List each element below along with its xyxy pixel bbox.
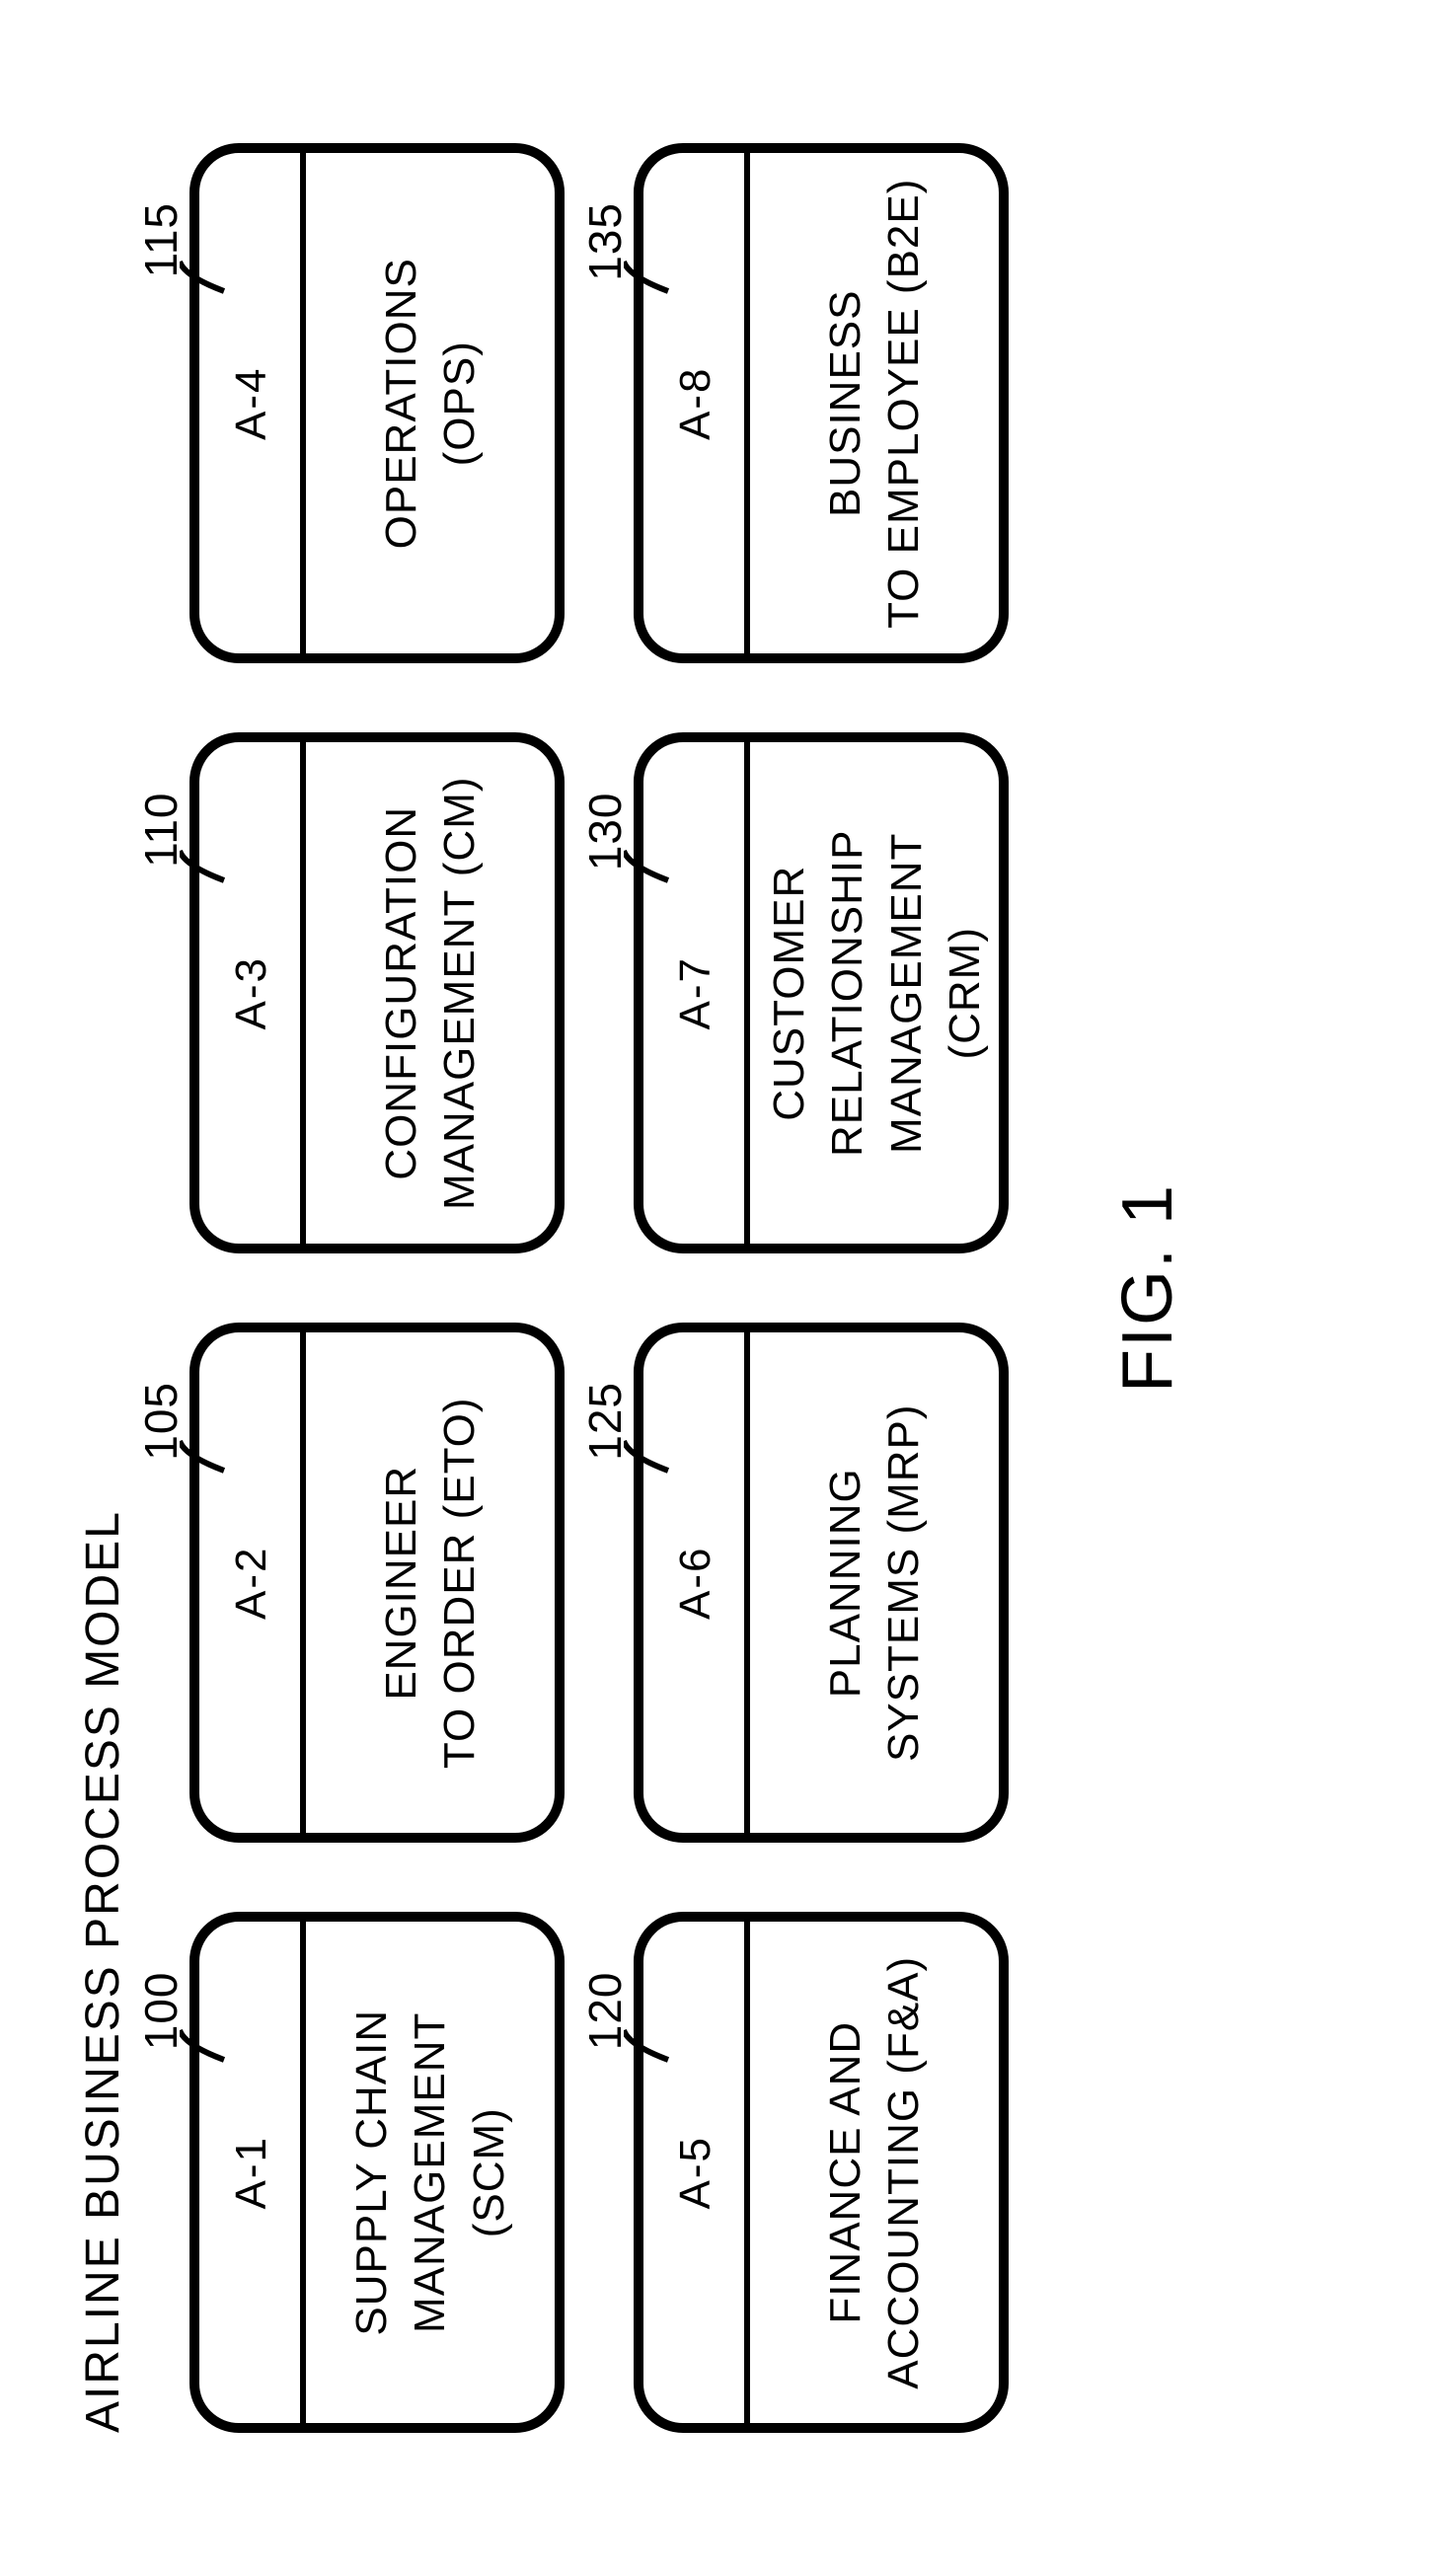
process-box: A-4 OPERATIONS (OPS) [189, 143, 565, 664]
box-code: A-5 [643, 1923, 750, 2424]
process-box: A-1 SUPPLY CHAIN MANAGEMENT (SCM) [189, 1913, 565, 2434]
cell-a1: 100 A-1 SUPPLY CHAIN MANAGEMENT (SCM) [189, 1913, 565, 2434]
page: AIRLINE BUSINESS PROCESS MODEL 100 A-1 S… [76, 104, 1359, 2472]
diagram-title: AIRLINE BUSINESS PROCESS MODEL [76, 104, 130, 2472]
lead-line-icon [180, 842, 229, 901]
box-code: A-6 [643, 1332, 750, 1834]
box-label: ENGINEER TO ORDER (ETO) [306, 1332, 555, 1834]
box-code: A-1 [199, 1923, 306, 2424]
box-code: A-4 [199, 153, 306, 654]
box-code: A-2 [199, 1332, 306, 1834]
cell-a8: 135 A-8 BUSINESS TO EMPLOYEE (B2E) [634, 143, 1009, 664]
box-label: CUSTOMER RELATIONSHIP MANAGEMENT (CRM) [750, 743, 1005, 1245]
lead-line-icon [624, 252, 673, 311]
cell-a6: 125 A-6 PLANNING SYSTEMS (MRP) [634, 1323, 1009, 1844]
figure-label: FIG. 1 [1107, 104, 1188, 2472]
box-grid: 100 A-1 SUPPLY CHAIN MANAGEMENT (SCM) 10… [189, 104, 1009, 2472]
lead-line-icon [624, 842, 673, 901]
box-label: FINANCE AND ACCOUNTING (F&A) [750, 1923, 999, 2424]
lead-line-icon [624, 2021, 673, 2081]
process-box: A-5 FINANCE AND ACCOUNTING (F&A) [634, 1913, 1009, 2434]
cell-a3: 110 A-3 CONFIGURATION MANAGEMENT (CM) [189, 733, 565, 1254]
cell-a4: 115 A-4 OPERATIONS (OPS) [189, 143, 565, 664]
box-code: A-7 [643, 743, 750, 1245]
cell-a5: 120 A-5 FINANCE AND ACCOUNTING (F&A) [634, 1913, 1009, 2434]
process-box: A-7 CUSTOMER RELATIONSHIP MANAGEMENT (CR… [634, 733, 1009, 1254]
box-label: SUPPLY CHAIN MANAGEMENT (SCM) [306, 1923, 555, 2424]
lead-line-icon [624, 1431, 673, 1490]
box-label: CONFIGURATION MANAGEMENT (CM) [306, 743, 555, 1245]
box-label: BUSINESS TO EMPLOYEE (B2E) [750, 153, 999, 654]
lead-line-icon [180, 1431, 229, 1490]
box-code: A-8 [643, 153, 750, 654]
box-label: OPERATIONS (OPS) [306, 153, 555, 654]
process-box: A-2 ENGINEER TO ORDER (ETO) [189, 1323, 565, 1844]
lead-line-icon [180, 2021, 229, 2081]
cell-a2: 105 A-2 ENGINEER TO ORDER (ETO) [189, 1323, 565, 1844]
process-box: A-3 CONFIGURATION MANAGEMENT (CM) [189, 733, 565, 1254]
lead-line-icon [180, 252, 229, 311]
cell-a7: 130 A-7 CUSTOMER RELATIONSHIP MANAGEMENT… [634, 733, 1009, 1254]
box-code: A-3 [199, 743, 306, 1245]
box-label: PLANNING SYSTEMS (MRP) [750, 1332, 999, 1834]
process-box: A-6 PLANNING SYSTEMS (MRP) [634, 1323, 1009, 1844]
process-box: A-8 BUSINESS TO EMPLOYEE (B2E) [634, 143, 1009, 664]
